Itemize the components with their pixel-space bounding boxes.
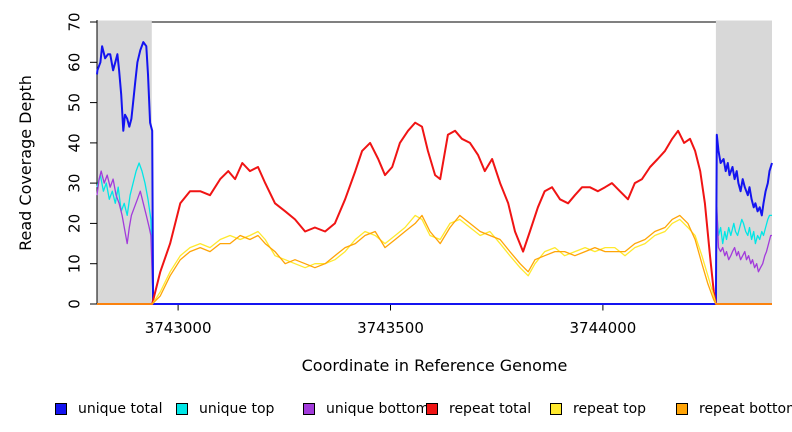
y-axis-title: Read Coverage Depth xyxy=(16,75,35,251)
legend-label: unique top xyxy=(199,401,275,417)
legend-item-repeat-bottom: repeat bottom xyxy=(676,400,792,418)
y-tick-label: 40 xyxy=(66,133,84,152)
y-tick-label: 50 xyxy=(66,93,84,112)
repeat-top-swatch-icon xyxy=(550,403,562,415)
y-tick-label: 20 xyxy=(66,214,84,233)
legend-label: repeat total xyxy=(449,401,532,417)
x-tick-label: 3743000 xyxy=(145,319,212,337)
repeat-total-swatch-icon xyxy=(426,403,438,415)
legend-label: repeat bottom xyxy=(699,401,792,417)
unique-bottom-swatch-icon xyxy=(303,403,315,415)
chart-legend: unique total unique top unique bottom re… xyxy=(0,400,792,422)
unique-top-swatch-icon xyxy=(176,403,188,415)
y-tick-label: 60 xyxy=(66,53,84,72)
legend-item-unique-total: unique total xyxy=(55,400,162,418)
legend-label: unique bottom xyxy=(326,401,430,417)
legend-item-repeat-total: repeat total xyxy=(426,400,531,418)
series-line-unique-top xyxy=(96,162,772,305)
x-axis-title: Coordinate in Reference Genome xyxy=(302,356,568,375)
y-tick-label: 30 xyxy=(66,174,84,193)
series-line-unique-bottom xyxy=(96,170,772,305)
coverage-plot: 3743000 3743500 3744000 0 10 20 30 40 50 60 70 Coor… xyxy=(16,12,773,375)
series-line-repeat-top xyxy=(97,214,772,305)
legend-label: unique total xyxy=(78,401,163,417)
unique-total-swatch-icon xyxy=(55,403,67,415)
series-line-repeat-total xyxy=(97,121,772,305)
shaded-region xyxy=(97,20,152,304)
legend-label: repeat top xyxy=(573,401,647,417)
y-tick-label: 0 xyxy=(66,299,84,309)
repeat-bottom-swatch-icon xyxy=(676,403,688,415)
shaded-region xyxy=(715,20,772,304)
legend-item-unique-bottom: unique bottom xyxy=(303,400,429,418)
y-tick-label: 10 xyxy=(66,254,84,273)
legend-item-unique-top: unique top xyxy=(176,400,274,418)
series-line-repeat-bottom xyxy=(97,214,772,305)
x-tick-label: 3743500 xyxy=(357,319,424,337)
x-tick-label: 3744000 xyxy=(569,319,636,337)
legend-item-repeat-top: repeat top xyxy=(550,400,646,418)
y-tick-label: 70 xyxy=(66,12,84,31)
